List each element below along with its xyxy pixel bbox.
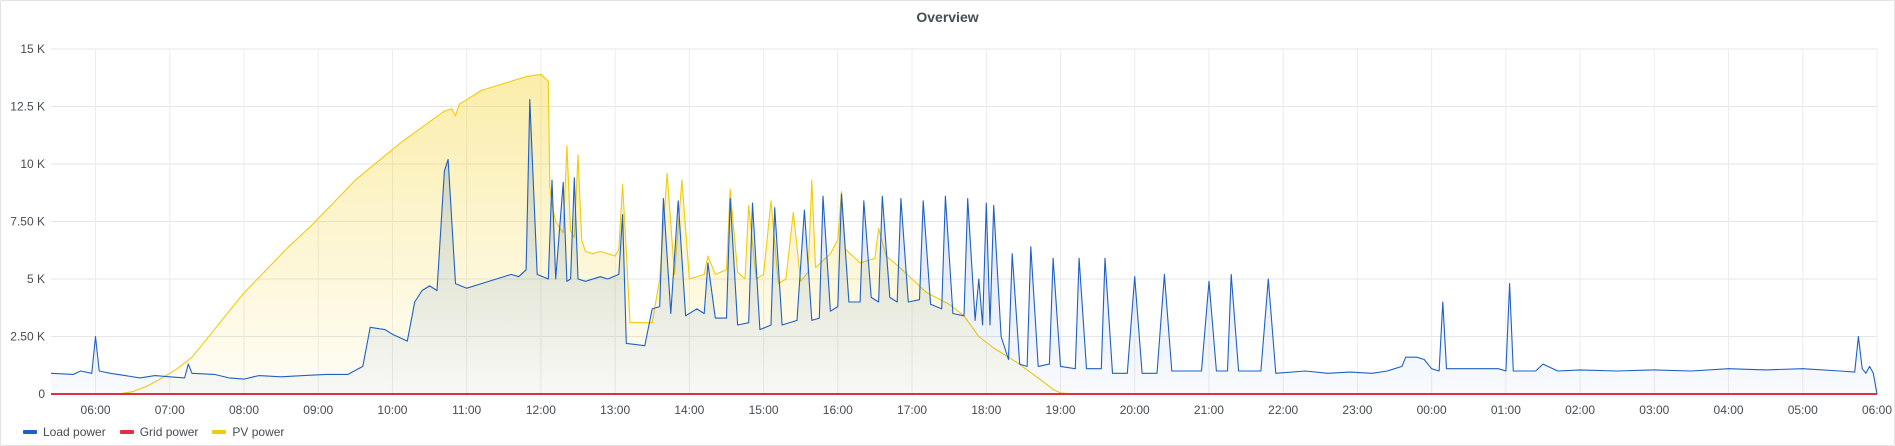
x-tick-label: 18:00 (971, 403, 1001, 417)
x-tick-label: 22:00 (1268, 403, 1298, 417)
x-tick-label: 06:00 (1862, 403, 1892, 417)
x-tick-label: 13:00 (600, 403, 630, 417)
x-tick-label: 08:00 (229, 403, 259, 417)
x-tick-label: 11:00 (452, 403, 481, 417)
x-tick-label: 03:00 (1639, 403, 1669, 417)
y-tick-label: 15 K (20, 42, 45, 56)
x-tick-label: 20:00 (1120, 403, 1150, 417)
x-tick-label: 16:00 (823, 403, 853, 417)
y-tick-label: 7.50 K (10, 215, 45, 229)
x-tick-label: 10:00 (377, 403, 407, 417)
x-tick-label: 15:00 (749, 403, 779, 417)
legend-item-load-power[interactable]: Load power (23, 425, 106, 439)
legend-label: Load power (43, 425, 106, 439)
x-tick-label: 06:00 (81, 403, 111, 417)
series-area-load-power (51, 99, 1877, 394)
legend-swatch-load (23, 430, 37, 434)
x-tick-label: 01:00 (1491, 403, 1521, 417)
legend-item-pv-power[interactable]: PV power (212, 425, 284, 439)
legend-label: Grid power (139, 425, 199, 439)
x-tick-label: 21:00 (1194, 403, 1224, 417)
legend-item-grid-power[interactable]: Grid power (119, 425, 199, 439)
legend-label: PV power (232, 425, 285, 439)
x-tick-label: 07:00 (155, 403, 185, 417)
x-tick-label: 02:00 (1565, 403, 1595, 417)
x-tick-label: 05:00 (1788, 403, 1818, 417)
x-axis: 06:00 07:00 08:00 09:00 10:00 11:00 12:00 13:00… (81, 403, 1893, 417)
y-tick-label: 12.5 K (10, 100, 45, 114)
x-tick-label: 12:00 (526, 403, 556, 417)
x-tick-label: 00:00 (1417, 403, 1447, 417)
x-tick-label: 04:00 (1714, 403, 1744, 417)
x-tick-label: 14:00 (674, 403, 704, 417)
x-tick-label: 23:00 (1342, 403, 1372, 417)
panel-title[interactable]: Overview (916, 9, 979, 25)
y-tick-label: 2.50 K (10, 330, 45, 344)
series-layer (50, 73, 1878, 395)
legend: Load power Grid power PV power (23, 425, 284, 439)
series-line-pv-power[interactable] (51, 73, 1877, 395)
y-tick-label: 0 (38, 387, 45, 401)
series-line-load-power[interactable] (50, 99, 1878, 395)
y-tick-label: 5 K (27, 272, 45, 286)
legend-swatch-grid (119, 430, 134, 434)
legend-swatch-pv (212, 430, 227, 434)
x-tick-label: 09:00 (303, 403, 333, 417)
x-tick-label: 19:00 (1045, 403, 1075, 417)
x-tick-label: 17:00 (897, 403, 927, 417)
y-axis: 0 2.50 K 5 K 7.50 K 10 K 12.5 K 15 K (10, 42, 45, 401)
y-tick-label: 10 K (20, 157, 45, 171)
